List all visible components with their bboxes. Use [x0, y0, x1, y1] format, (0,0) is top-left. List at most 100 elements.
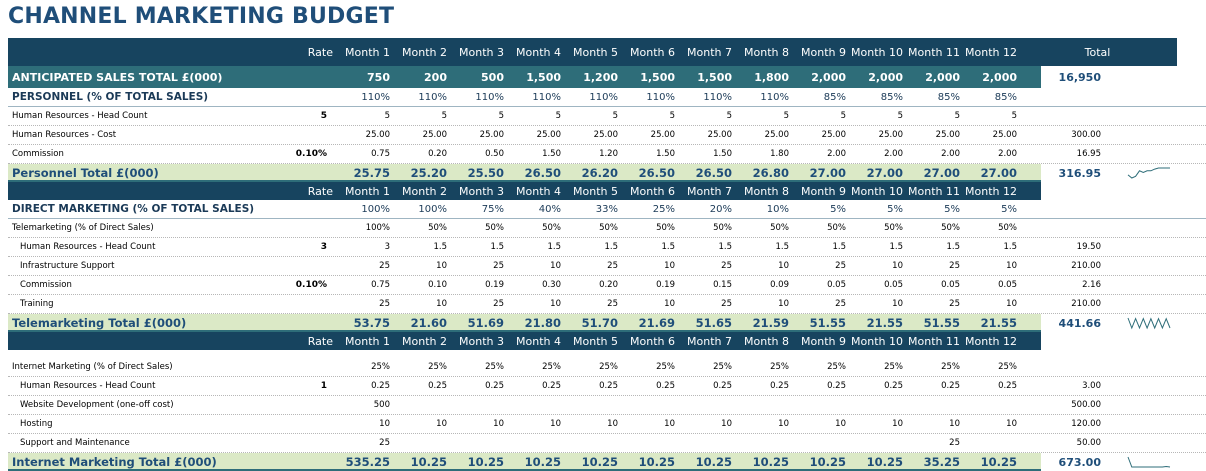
cell-month-1[interactable]: 0.25 [371, 381, 390, 391]
cell-month-6[interactable]: Month 6 [630, 184, 675, 198]
cell-month-8[interactable]: 10 [778, 419, 789, 429]
cell-month-1[interactable]: 25 [379, 299, 390, 309]
cell-month-1[interactable]: 535.25 [345, 455, 390, 469]
cell-month-1[interactable]: 25 [379, 438, 390, 448]
cell-month-6[interactable]: 25% [652, 203, 675, 215]
personnel-row-label[interactable]: Human Resources - Cost [12, 130, 117, 140]
cell-month-4[interactable]: 1.5 [547, 242, 561, 252]
cell-month-3[interactable]: Month 3 [459, 184, 504, 198]
cell-month-4[interactable]: 10 [550, 261, 561, 271]
cell-month-12[interactable]: 10 [1006, 299, 1017, 309]
cell-month-10[interactable]: 10 [892, 299, 903, 309]
cell-month-6[interactable]: 1,500 [640, 70, 675, 84]
cell-month-9[interactable] [792, 396, 849, 414]
cell-month-9[interactable]: 2,000 [811, 70, 846, 84]
cell-month-4[interactable]: Month 4 [516, 334, 561, 348]
cell-month-8[interactable]: Month 8 [744, 45, 789, 59]
cell-month-7[interactable]: 25.00 [707, 130, 732, 140]
cell-month-12[interactable] [963, 434, 1020, 452]
cell-month-6[interactable]: 110% [646, 91, 675, 103]
cell-month-9[interactable]: 27.00 [809, 166, 846, 180]
cell-month-9[interactable]: 50% [827, 223, 846, 233]
cell-month-6[interactable]: 0.25 [656, 381, 675, 391]
cell-month-5[interactable]: 33% [595, 203, 618, 215]
cell-month-9[interactable]: Month 9 [801, 45, 846, 59]
cell-month-10[interactable]: 0.25 [884, 381, 903, 391]
telemarketing-total-row-label[interactable]: Telemarketing Total £(000) [12, 316, 187, 330]
direct-row-total[interactable] [1044, 219, 1104, 237]
cell-month-1[interactable]: 750 [367, 70, 390, 84]
cell-month-8[interactable]: 110% [760, 91, 789, 103]
internet-row-label[interactable]: Human Resources - Head Count [20, 381, 156, 391]
cell-month-11[interactable]: 25 [949, 438, 960, 448]
personnel-total-row-label[interactable]: Personnel Total £(000) [12, 166, 159, 180]
cell-month-3[interactable]: 75% [481, 203, 504, 215]
cell-month-6[interactable]: 10 [664, 299, 675, 309]
cell-month-2[interactable]: 25.00 [422, 130, 447, 140]
cell-month-11[interactable]: 2.00 [941, 149, 960, 159]
cell-month-1[interactable]: 110% [361, 91, 390, 103]
cell-month-7[interactable] [678, 396, 735, 414]
cell-month-12[interactable]: 5% [1001, 203, 1017, 215]
cell-month-9[interactable]: 51.55 [809, 316, 846, 330]
cell-month-4[interactable]: 25% [542, 362, 561, 372]
cell-month-12[interactable]: 10 [1006, 419, 1017, 429]
cell-month-3[interactable]: Month 3 [459, 45, 504, 59]
cell-month-2[interactable]: 0.10 [428, 280, 447, 290]
cell-month-8[interactable]: 10 [778, 299, 789, 309]
cell-month-6[interactable]: 1.5 [661, 242, 675, 252]
cell-month-10[interactable]: 25% [884, 362, 903, 372]
direct-row-label[interactable]: Commission [20, 280, 72, 290]
cell-month-3[interactable]: 0.50 [485, 149, 504, 159]
cell-month-1[interactable]: 25.00 [365, 130, 390, 140]
cell-month-9[interactable]: 10.25 [809, 455, 846, 469]
internet-row-label[interactable]: Support and Maintenance [20, 438, 130, 448]
personnel-section-label[interactable]: PERSONNEL (% OF TOTAL SALES) [12, 91, 209, 103]
cell-month-4[interactable] [507, 396, 564, 414]
cell-month-10[interactable]: 1.5 [889, 242, 903, 252]
cell-month-7[interactable]: 0.25 [713, 381, 732, 391]
cell-month-7[interactable]: Month 7 [687, 184, 732, 198]
cell-month-10[interactable]: Month 10 [851, 184, 903, 198]
cell-month-9[interactable]: 0.05 [827, 280, 846, 290]
cell-month-9[interactable]: Month 9 [801, 334, 846, 348]
cell-month-8[interactable]: 1.5 [775, 242, 789, 252]
cell-month-8[interactable]: 21.59 [752, 316, 789, 330]
internet-row-label[interactable]: Website Development (one-off cost) [20, 400, 174, 410]
cell-month-8[interactable]: 50% [770, 223, 789, 233]
cell-month-4[interactable]: Month 4 [516, 45, 561, 59]
personnel-row-label[interactable]: Commission [12, 149, 64, 159]
cell-month-10[interactable]: Month 10 [851, 334, 903, 348]
cell-month-12[interactable]: Month 12 [965, 184, 1017, 198]
cell-month-7[interactable]: Month 7 [687, 45, 732, 59]
cell-month-2[interactable]: 1.5 [433, 242, 447, 252]
cell-month-7[interactable]: 51.65 [695, 316, 732, 330]
cell-month-8[interactable]: 1,800 [754, 70, 789, 84]
cell-month-11[interactable]: 2,000 [925, 70, 960, 84]
internet-row-rate[interactable] [278, 415, 330, 433]
cell-month-9[interactable]: 0.25 [827, 381, 846, 391]
sales-label[interactable]: ANTICIPATED SALES TOTAL £(000) [12, 70, 223, 84]
cell-month-2[interactable]: 25.20 [410, 166, 447, 180]
cell-month-6[interactable]: 0.19 [656, 280, 675, 290]
cell-month-12[interactable]: 2.00 [998, 149, 1017, 159]
cell-month-7[interactable]: 0.15 [713, 280, 732, 290]
cell-month-11[interactable]: Month 11 [908, 45, 960, 59]
cell-month-11[interactable]: 51.55 [923, 316, 960, 330]
cell-month-1[interactable]: 100% [361, 203, 390, 215]
cell-month-6[interactable]: 5 [669, 111, 675, 121]
cell-month-12[interactable]: 0.05 [998, 280, 1017, 290]
cell-month-1[interactable]: Month 1 [345, 45, 390, 59]
header-rate[interactable]: Rate [307, 184, 333, 198]
header-rate[interactable]: Rate [307, 45, 333, 59]
internet-row-rate[interactable] [278, 358, 330, 376]
cell-month-9[interactable]: 25 [835, 299, 846, 309]
cell-month-7[interactable]: 25% [713, 362, 732, 372]
cell-month-5[interactable]: Month 5 [573, 45, 618, 59]
cell-month-11[interactable]: 50% [941, 223, 960, 233]
cell-month-7[interactable] [678, 434, 735, 452]
cell-month-6[interactable]: 25% [656, 362, 675, 372]
cell-month-8[interactable] [735, 434, 792, 452]
cell-month-3[interactable]: 51.69 [467, 316, 504, 330]
cell-month-5[interactable]: 1.5 [604, 242, 618, 252]
